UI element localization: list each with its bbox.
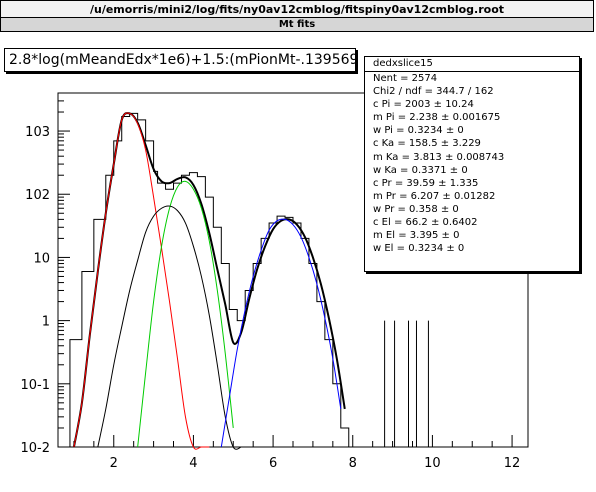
x-tick-label: 10 [424, 456, 441, 471]
y-tick-label: 10-2 [20, 441, 50, 456]
stats-row: c Ka = 158.5 ± 3.229 [373, 138, 481, 150]
stats-row: c Pr = 39.59 ± 1.335 [373, 177, 479, 189]
series-layer [58, 112, 429, 450]
pr-fit-line [220, 218, 342, 448]
plot-title[interactable]: 2.8*log(mMeandEdx*1e6)+1.5:(mPionMt-.139… [4, 48, 356, 72]
stats-row: w Pi = 0.3234 ± 0 [373, 125, 464, 137]
stats-row: c Pi = 2003 ± 10.24 [373, 99, 474, 111]
stats-separator [365, 71, 579, 72]
stats-row: Chi2 / ndf = 344.7 / 162 [373, 86, 494, 98]
stats-row: w Ka = 0.3371 ± 0 [373, 164, 468, 176]
stats-name: dedxslice15 [373, 58, 433, 69]
y-tick-label: 1 [42, 315, 50, 330]
x-tick-label: 6 [269, 456, 277, 471]
stats-box[interactable]: dedxslice15 Nent = 2574 Chi2 / ndf = 344.… [364, 56, 580, 272]
stats-row: w Pr = 0.358 ± 0 [373, 203, 459, 215]
x-tick-label: 12 [504, 456, 521, 471]
window-title: /u/emorris/mini2/log/fits/ny0av12cmblog/… [0, 0, 594, 18]
y-axis: 10-2 10-1 1 10 102 103 [20, 92, 70, 456]
x-tick-label: 8 [349, 456, 357, 471]
y-tick-label: 103 [25, 125, 50, 140]
stats-row: m Ka = 3.813 ± 0.008743 [373, 151, 505, 163]
y-tick-label: 10-1 [20, 378, 50, 393]
x-tick-label: 2 [110, 456, 118, 471]
stats-row: Nent = 2574 [373, 73, 438, 84]
stats-row: m El = 3.395 ± 0 [373, 230, 460, 242]
y-tick-label: 102 [25, 188, 50, 203]
tab-mt-fits[interactable]: Mt fits [0, 18, 594, 32]
ka-fit-line [137, 180, 234, 448]
stats-row: c El = 66.2 ± 0.6402 [373, 217, 478, 229]
stats-row: m Pr = 6.207 ± 0.01282 [373, 190, 496, 202]
stats-rows: Nent = 2574 Chi2 / ndf = 344.7 / 162 c Pi … [365, 72, 579, 255]
y-tick-label: 10 [33, 251, 50, 266]
el-fit-line [97, 205, 242, 450]
stats-row: m Pi = 2.238 ± 0.001675 [373, 112, 501, 124]
pi-fit-line [73, 112, 210, 450]
x-tick-label: 4 [189, 456, 197, 471]
stats-row: w El = 0.3234 ± 0 [373, 243, 465, 255]
